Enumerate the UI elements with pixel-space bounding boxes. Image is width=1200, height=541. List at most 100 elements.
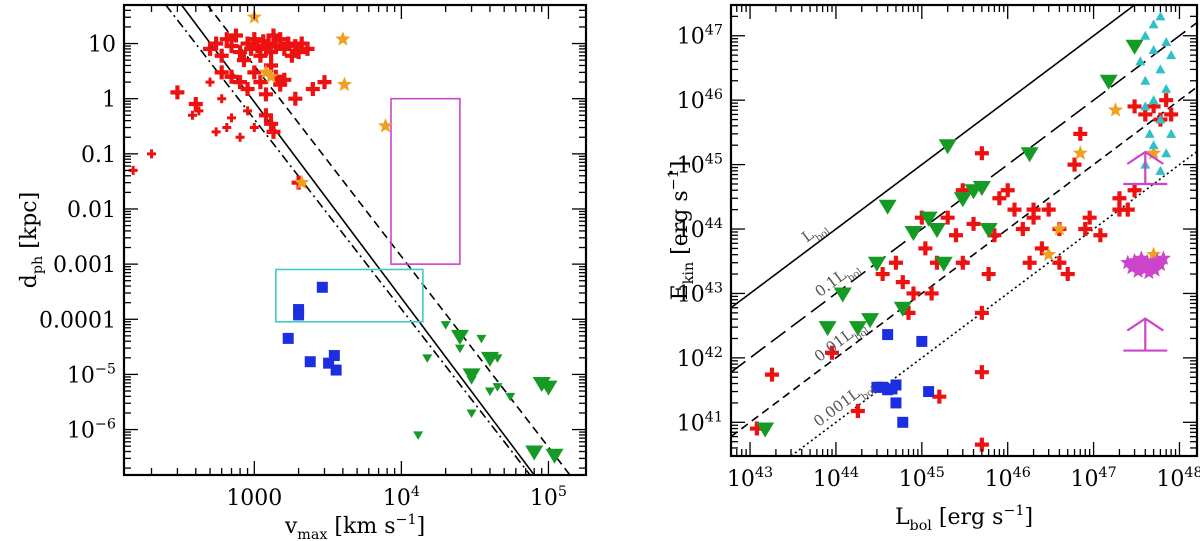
point-star bbox=[1141, 264, 1157, 280]
point-star bbox=[1041, 246, 1057, 262]
point-star bbox=[1133, 250, 1149, 265]
point-cross bbox=[1127, 99, 1142, 114]
line-label: 0.001Lbol bbox=[810, 375, 878, 434]
point-cross bbox=[264, 116, 279, 131]
point-triangle-down bbox=[833, 287, 852, 303]
x-tick-label: 1048 bbox=[1156, 465, 1200, 492]
point-triangle-up bbox=[1135, 56, 1146, 66]
x-tick-label: 104 bbox=[383, 484, 420, 511]
point-triangle-up bbox=[1155, 64, 1166, 74]
lower-limit-arrow bbox=[1123, 317, 1168, 352]
x-tick-label: 1000 bbox=[226, 486, 282, 511]
point-cross bbox=[924, 286, 939, 301]
point-cross bbox=[992, 191, 1007, 206]
x-axis-label: Lbol [erg s−1] bbox=[895, 503, 1033, 534]
point-triangle-down bbox=[1125, 39, 1144, 55]
point-cross bbox=[224, 39, 239, 54]
point-triangle-down bbox=[545, 448, 564, 464]
point-cross bbox=[288, 91, 303, 106]
region-box bbox=[390, 97, 461, 265]
point-cross bbox=[188, 110, 198, 120]
point-cross bbox=[247, 65, 262, 80]
point-triangle-up bbox=[1166, 128, 1177, 138]
point-triangle-down bbox=[1099, 74, 1118, 90]
point-star bbox=[258, 64, 274, 79]
lower-limit-arrow bbox=[1123, 150, 1168, 186]
right-panel: 1043 1044 1045 1046 1047 1048 1041 1042 1043 1044… bbox=[666, 3, 1200, 534]
point-triangle-up bbox=[1148, 95, 1159, 105]
point-cross bbox=[764, 367, 779, 382]
point-triangle-down-small bbox=[440, 321, 451, 330]
lower-limit-head bbox=[1126, 150, 1164, 165]
point-triangle-down bbox=[861, 313, 880, 329]
point-cross bbox=[261, 36, 276, 51]
point-triangle-up bbox=[1155, 11, 1166, 21]
point-triangle-up bbox=[1140, 101, 1151, 111]
point-cross bbox=[888, 255, 903, 270]
point-cross bbox=[1026, 202, 1041, 217]
point-cross bbox=[209, 36, 224, 51]
axis-ticks bbox=[124, 4, 586, 475]
point-triangle-up bbox=[1148, 19, 1159, 29]
point-cross bbox=[981, 267, 996, 282]
point-cross bbox=[850, 403, 865, 418]
point-square bbox=[886, 383, 898, 395]
y-tick-label: 1045 bbox=[677, 152, 723, 179]
point-star bbox=[1124, 259, 1140, 275]
y-tick-label: 0.1 bbox=[81, 143, 116, 168]
point-star bbox=[336, 76, 353, 92]
point-cross bbox=[1073, 126, 1088, 141]
point-square bbox=[282, 332, 294, 344]
point-triangle-down bbox=[450, 329, 469, 345]
axis-ticks bbox=[730, 4, 1197, 457]
plot-frame bbox=[122, 3, 588, 477]
point-cross bbox=[966, 216, 981, 231]
point-cross bbox=[277, 72, 292, 87]
point-cross bbox=[1015, 222, 1030, 237]
point-triangle-down-small bbox=[476, 334, 487, 344]
point-star bbox=[1107, 102, 1124, 117]
point-star bbox=[294, 174, 310, 190]
point-cross bbox=[233, 75, 248, 90]
y-tick-label: 1043 bbox=[677, 280, 723, 307]
point-triangle-down bbox=[756, 422, 775, 438]
point-cross bbox=[1120, 202, 1135, 217]
point-square bbox=[897, 416, 909, 428]
point-cross bbox=[235, 132, 245, 142]
y-tick-label: 1044 bbox=[677, 216, 723, 243]
point-cross bbox=[253, 75, 268, 90]
point-triangle-down bbox=[927, 223, 946, 239]
point-square bbox=[916, 335, 928, 347]
point-triangle-down bbox=[1020, 147, 1039, 163]
point-cross bbox=[895, 275, 910, 290]
line-dashdot bbox=[165, 5, 531, 475]
point-cross bbox=[955, 255, 970, 270]
point-square bbox=[923, 386, 935, 398]
point-cross bbox=[300, 41, 315, 56]
point-star bbox=[1146, 246, 1162, 262]
point-square bbox=[304, 356, 316, 368]
x-axis-label: vmax [km s−1] bbox=[284, 512, 425, 541]
point-cross bbox=[205, 77, 215, 87]
point-cross bbox=[1112, 191, 1127, 206]
point-star bbox=[1146, 145, 1162, 160]
point-triangle-down bbox=[878, 199, 897, 215]
point-triangle-up bbox=[1166, 50, 1177, 60]
point-star bbox=[1147, 262, 1163, 277]
point-cross bbox=[918, 241, 933, 256]
x-tick-label: 105 bbox=[530, 484, 567, 511]
point-cross bbox=[273, 32, 288, 47]
y-tick-label: 0.0001 bbox=[39, 308, 116, 333]
point-cross bbox=[932, 389, 947, 404]
y-axis-label: Ekin [erg s−1] bbox=[666, 161, 697, 301]
point-cross bbox=[1007, 202, 1022, 217]
point-cross bbox=[1082, 210, 1097, 225]
x-tick-label: 1044 bbox=[813, 465, 859, 492]
point-cross bbox=[233, 45, 248, 60]
plot-area bbox=[731, 5, 1197, 456]
point-cross bbox=[1034, 241, 1049, 256]
point-star bbox=[1072, 145, 1088, 160]
point-triangle-down bbox=[867, 256, 886, 272]
point-triangle-down-small bbox=[422, 354, 433, 363]
point-triangle-down bbox=[904, 225, 923, 241]
